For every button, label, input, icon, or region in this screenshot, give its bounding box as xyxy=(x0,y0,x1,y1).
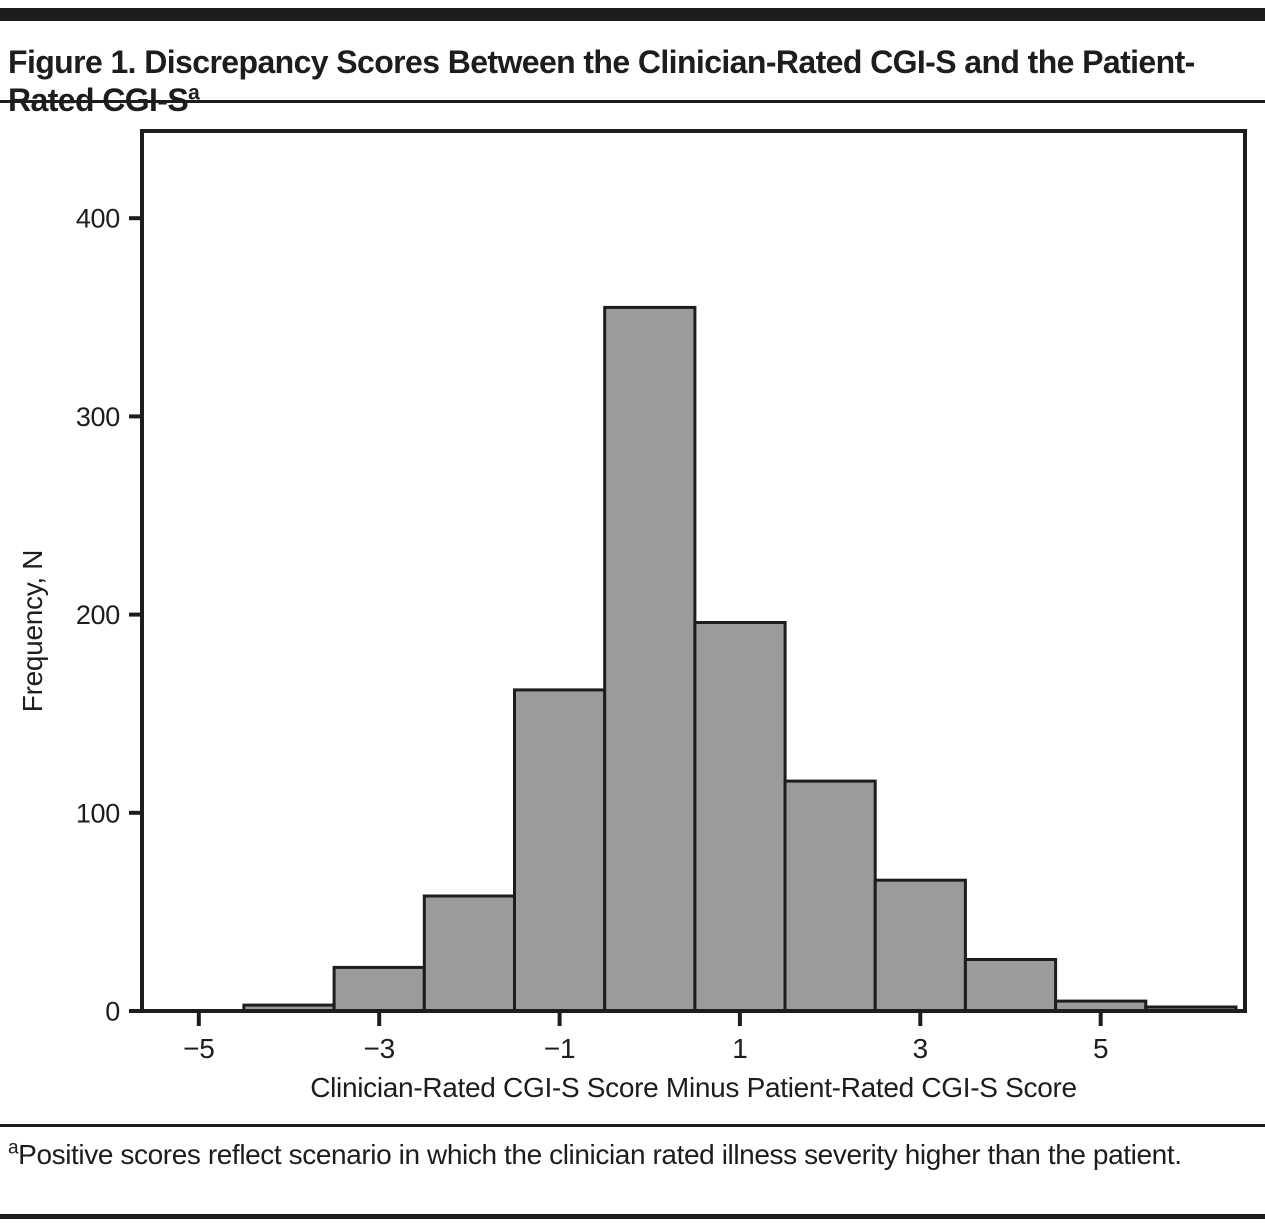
histogram-bar xyxy=(603,305,697,1013)
x-axis-tick-label: −1 xyxy=(544,1033,575,1064)
y-axis-tick-label: 100 xyxy=(76,798,120,828)
y-axis-tick-label: 400 xyxy=(76,204,120,234)
histogram-bar xyxy=(873,878,967,1013)
footnote-divider xyxy=(0,1124,1265,1127)
x-axis-tick-label: −3 xyxy=(364,1033,395,1064)
histogram-bar xyxy=(513,688,607,1013)
x-axis-tick-label: 5 xyxy=(1093,1033,1108,1064)
histogram-bar xyxy=(332,965,426,1013)
x-axis-title: Clinician-Rated CGI-S Score Minus Patien… xyxy=(310,1072,1077,1103)
plot-border xyxy=(140,129,1247,1013)
x-axis-tick-label: 3 xyxy=(913,1033,928,1064)
x-axis-tick-label: 1 xyxy=(732,1033,747,1064)
top-rule xyxy=(0,8,1265,21)
x-axis-tick-label: −5 xyxy=(183,1033,214,1064)
histogram-bar xyxy=(422,894,516,1013)
y-axis-title: Frequency, N xyxy=(17,550,48,712)
y-axis-tick-label: 200 xyxy=(76,600,120,630)
y-axis-tick-label: 0 xyxy=(105,997,120,1027)
histogram-bar xyxy=(693,621,787,1013)
title-superscript: a xyxy=(188,81,200,105)
histogram-bar xyxy=(783,779,877,1013)
figure-footnote: aPositive scores reflect scenario in whi… xyxy=(8,1136,1265,1173)
histogram-bar xyxy=(963,958,1058,1013)
footnote-text: Positive scores reflect scenario in whic… xyxy=(18,1139,1182,1170)
title-divider xyxy=(0,100,1265,103)
bottom-rule xyxy=(0,1214,1265,1219)
y-axis-tick-label: 300 xyxy=(76,402,120,432)
footnote-superscript: a xyxy=(8,1137,19,1159)
